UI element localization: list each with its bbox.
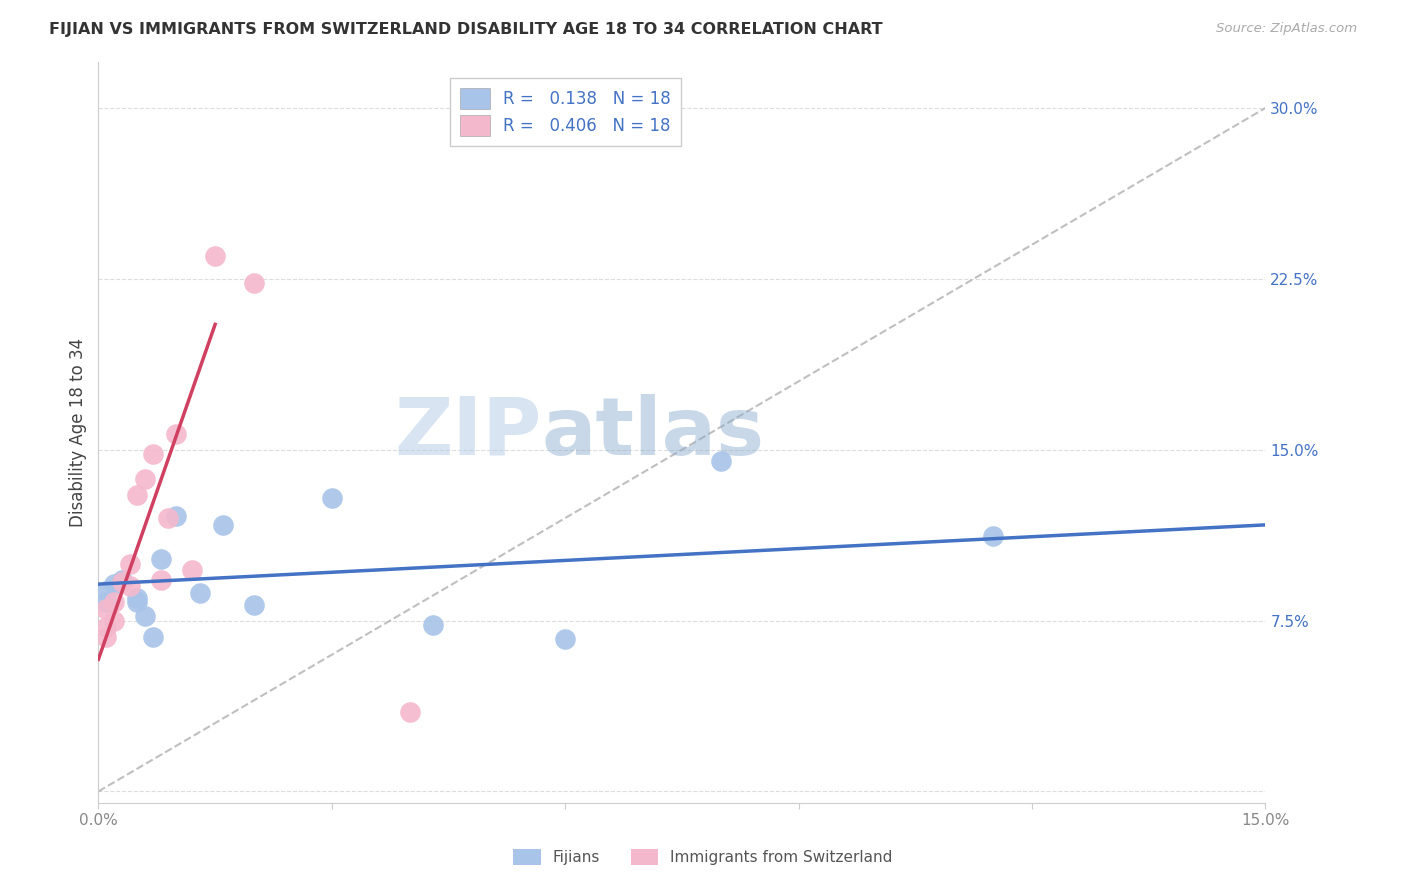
Point bbox=[180, 564, 202, 578]
Point bbox=[103, 614, 125, 628]
Point bbox=[188, 586, 211, 600]
Legend: Fijians, Immigrants from Switzerland: Fijians, Immigrants from Switzerland bbox=[508, 843, 898, 871]
Point bbox=[127, 591, 149, 605]
Point bbox=[243, 277, 266, 291]
Point bbox=[422, 618, 444, 632]
Point bbox=[165, 508, 187, 523]
Point bbox=[111, 574, 134, 589]
Point bbox=[134, 472, 156, 486]
Point bbox=[96, 620, 118, 634]
Point bbox=[96, 602, 118, 616]
Point bbox=[204, 249, 226, 263]
Text: Source: ZipAtlas.com: Source: ZipAtlas.com bbox=[1216, 22, 1357, 36]
Point bbox=[134, 609, 156, 624]
Point bbox=[127, 488, 149, 502]
Point bbox=[398, 705, 420, 719]
Point bbox=[149, 573, 172, 587]
Point bbox=[96, 583, 118, 598]
Point bbox=[111, 573, 134, 587]
Text: atlas: atlas bbox=[541, 393, 765, 472]
Point bbox=[142, 630, 165, 644]
Y-axis label: Disability Age 18 to 34: Disability Age 18 to 34 bbox=[69, 338, 87, 527]
Text: FIJIAN VS IMMIGRANTS FROM SWITZERLAND DISABILITY AGE 18 TO 34 CORRELATION CHART: FIJIAN VS IMMIGRANTS FROM SWITZERLAND DI… bbox=[49, 22, 883, 37]
Point bbox=[96, 595, 118, 609]
Point bbox=[142, 447, 165, 461]
Legend: R =   0.138   N = 18, R =   0.406   N = 18: R = 0.138 N = 18, R = 0.406 N = 18 bbox=[450, 78, 681, 145]
Point bbox=[981, 529, 1004, 543]
Point bbox=[554, 632, 576, 646]
Point bbox=[243, 598, 266, 612]
Point bbox=[321, 491, 343, 505]
Point bbox=[96, 630, 118, 644]
Point bbox=[127, 595, 149, 609]
Point bbox=[165, 426, 187, 441]
Point bbox=[212, 517, 235, 532]
Point bbox=[710, 454, 733, 468]
Point bbox=[118, 557, 141, 571]
Point bbox=[149, 552, 172, 566]
Point bbox=[103, 595, 125, 609]
Point bbox=[103, 577, 125, 591]
Point bbox=[157, 511, 180, 525]
Text: ZIP: ZIP bbox=[395, 393, 541, 472]
Point bbox=[118, 579, 141, 593]
